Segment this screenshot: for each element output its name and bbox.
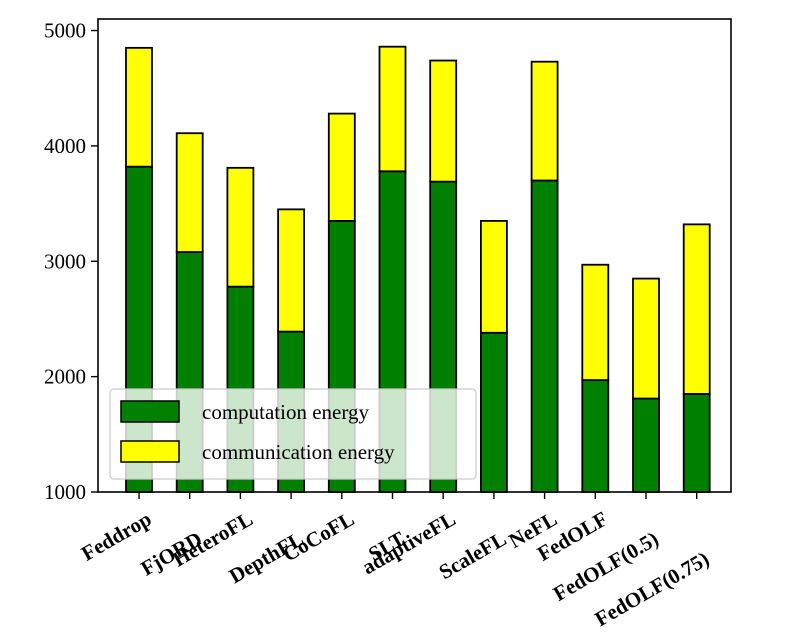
- legend-label-computation: computation energy: [202, 400, 369, 424]
- bar-computation: [682, 393, 711, 493]
- bar-communication: [429, 59, 458, 183]
- bar-communication: [327, 112, 356, 222]
- bar-communication: [175, 132, 204, 253]
- bar-communication: [125, 46, 153, 168]
- legend-swatch-communication: [120, 440, 180, 463]
- y-tick-label: 5000: [44, 19, 86, 43]
- bar-communication: [226, 166, 255, 288]
- legend: computation energy communication energy: [109, 388, 477, 480]
- y-tick-label: 1000: [44, 480, 86, 504]
- bar-computation: [632, 397, 660, 493]
- legend-swatch-computation: [120, 400, 180, 423]
- bar-communication: [479, 219, 508, 334]
- bar-communication: [530, 60, 559, 182]
- bar-communication: [378, 45, 407, 173]
- y-tick-label: 3000: [44, 249, 86, 273]
- y-tick-label: 2000: [44, 365, 86, 389]
- bar-communication: [581, 263, 610, 381]
- bar-communication: [277, 208, 306, 333]
- bar-computation: [530, 179, 559, 493]
- legend-box: [109, 388, 477, 480]
- plot-frame: [97, 18, 732, 493]
- legend-label-communication: communication energy: [202, 440, 395, 464]
- bars-group: [125, 45, 711, 493]
- y-axis: 1000 2000 3000 4000 5000: [44, 19, 98, 504]
- bar-computation: [479, 331, 508, 493]
- y-tick-label: 4000: [44, 134, 86, 158]
- bar-communication: [682, 223, 711, 395]
- bar-communication: [632, 277, 660, 400]
- bar-computation: [581, 379, 610, 493]
